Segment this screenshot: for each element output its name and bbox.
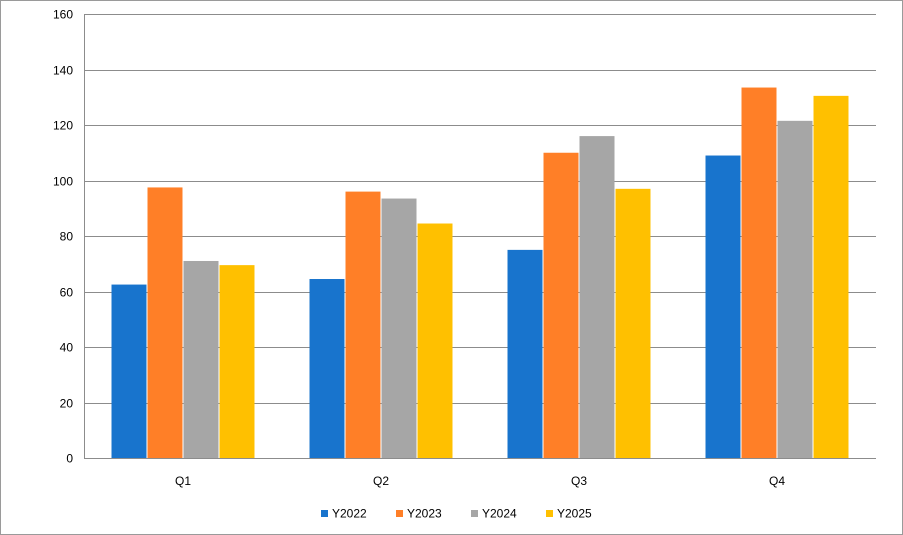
bar-y2023-q3 — [543, 152, 579, 458]
y-tick-label: 140 — [53, 64, 73, 78]
bar-y2022-q1 — [111, 284, 147, 458]
y-tick-label: 100 — [53, 175, 73, 189]
y-axis-tick-labels: 0 20 40 60 80 100 120 140 160 — [53, 8, 73, 466]
legend-item-y2022: Y2022 — [321, 507, 367, 521]
bar-y2025-q3 — [615, 188, 651, 458]
x-tick-label: Q1 — [175, 474, 191, 488]
y-tick-label: 120 — [53, 119, 73, 133]
legend: Y2022 Y2023 Y2024 Y2025 — [321, 507, 592, 521]
x-tick-label: Q4 — [769, 474, 785, 488]
bar-y2024-q3 — [579, 136, 615, 458]
y-tick-label: 160 — [53, 8, 73, 22]
legend-swatch — [546, 510, 553, 517]
y-tick-label: 80 — [60, 230, 74, 244]
bar-y2023-q4 — [741, 87, 777, 458]
x-axis-tick-labels: Q1 Q2 Q3 Q4 — [175, 474, 785, 488]
legend-label: Y2023 — [407, 507, 442, 521]
legend-swatch — [321, 510, 328, 517]
axes — [84, 14, 876, 459]
legend-swatch — [471, 510, 478, 517]
x-tick-label: Q2 — [373, 474, 389, 488]
bar-y2024-q2 — [381, 198, 417, 458]
legend-label: Y2024 — [482, 507, 517, 521]
legend-swatch — [396, 510, 403, 517]
legend-item-y2024: Y2024 — [471, 507, 517, 521]
bars — [111, 87, 849, 459]
legend-label: Y2025 — [557, 507, 592, 521]
y-tick-label: 20 — [60, 397, 74, 411]
legend-item-y2025: Y2025 — [546, 507, 592, 521]
y-tick-label: 40 — [60, 341, 74, 355]
bar-y2025-q4 — [813, 95, 849, 459]
bar-y2025-q1 — [219, 265, 255, 458]
x-tick-label: Q3 — [571, 474, 587, 488]
bar-y2025-q2 — [417, 223, 453, 458]
bar-y2022-q4 — [705, 155, 741, 458]
legend-label: Y2022 — [332, 507, 367, 521]
bar-y2023-q2 — [345, 191, 381, 458]
y-tick-label: 0 — [66, 452, 73, 466]
bar-y2022-q2 — [309, 279, 345, 458]
bar-y2022-q3 — [507, 249, 543, 458]
bar-y2024-q1 — [183, 260, 219, 458]
y-tick-label: 60 — [60, 286, 74, 300]
bar-y2023-q1 — [147, 187, 183, 458]
bar-y2024-q4 — [777, 120, 813, 459]
legend-item-y2023: Y2023 — [396, 507, 442, 521]
